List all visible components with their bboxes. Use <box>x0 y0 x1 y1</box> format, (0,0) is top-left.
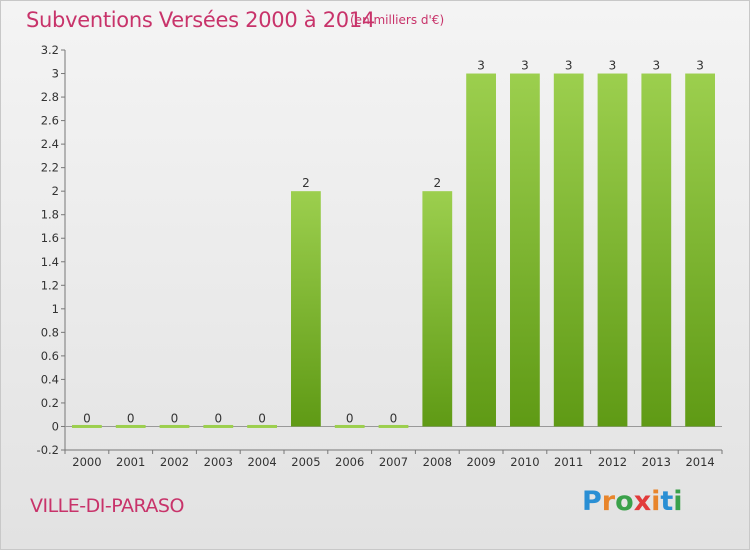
logo-letter: i <box>651 486 661 517</box>
x-tick-label: 2013 <box>642 455 671 469</box>
data-label: 0 <box>171 411 179 425</box>
y-tick-label: 0.2 <box>41 396 59 410</box>
proxiti-logo: Proxiti <box>582 486 683 517</box>
data-label: 2 <box>302 176 310 190</box>
data-label: 3 <box>565 59 573 73</box>
y-tick-label: 3.2 <box>41 43 59 57</box>
y-tick-label: 1.8 <box>41 208 59 222</box>
x-tick-label: 2007 <box>379 455 408 469</box>
data-label: 0 <box>127 411 135 425</box>
y-tick-label: 2.6 <box>41 114 59 128</box>
y-tick-label: 2.4 <box>41 137 59 151</box>
y-tick-label: 3 <box>52 67 59 81</box>
y-tick-label: 0.8 <box>41 325 59 339</box>
bar <box>641 73 672 427</box>
x-tick-label: 2009 <box>466 455 495 469</box>
y-tick-label: -0.2 <box>37 443 59 457</box>
bar <box>72 424 102 428</box>
bar <box>291 191 321 427</box>
data-label: 3 <box>477 59 485 73</box>
y-tick-label: 2 <box>52 184 59 198</box>
y-tick-label: 1.2 <box>41 278 59 292</box>
x-tick-label: 2011 <box>554 455 583 469</box>
logo-letter: o <box>615 486 634 517</box>
y-tick-label: 1.6 <box>41 231 59 245</box>
data-label: 3 <box>696 59 704 73</box>
bar <box>466 73 496 427</box>
bar <box>115 424 146 428</box>
logo-letter: P <box>582 486 602 517</box>
y-tick-label: 0.6 <box>41 349 59 363</box>
data-label: 2 <box>433 176 441 190</box>
x-tick-label: 2010 <box>510 455 539 469</box>
bar <box>510 73 540 427</box>
bar <box>553 73 584 427</box>
x-tick-label: 2001 <box>116 455 145 469</box>
y-tick-label: 0.4 <box>41 372 59 386</box>
bar <box>203 424 234 428</box>
x-tick-label: 2014 <box>685 455 714 469</box>
bar <box>685 73 715 427</box>
x-tick-label: 2004 <box>247 455 276 469</box>
logo-letter: x <box>633 486 652 517</box>
x-tick-label: 2003 <box>204 455 233 469</box>
bar <box>159 424 190 428</box>
x-tick-label: 2008 <box>423 455 452 469</box>
y-tick-label: 2.2 <box>41 161 59 175</box>
data-label: 0 <box>346 411 354 425</box>
data-label: 3 <box>652 59 660 73</box>
x-tick-label: 2002 <box>160 455 189 469</box>
x-tick-label: 2006 <box>335 455 364 469</box>
chart-title: Subventions Versées 2000 à 2014 <box>26 8 375 32</box>
unit-note: (en milliers d'€) <box>350 13 445 27</box>
bar <box>422 191 453 427</box>
y-tick-label: 0 <box>52 419 59 433</box>
data-label: 0 <box>258 411 266 425</box>
x-tick-label: 2005 <box>291 455 320 469</box>
bar <box>334 424 365 428</box>
x-tick-label: 2000 <box>72 455 101 469</box>
logo-letter: r <box>601 486 616 517</box>
y-tick-label: 1 <box>52 302 59 316</box>
data-label: 0 <box>390 411 398 425</box>
bar <box>247 424 277 428</box>
commune-name: VILLE-DI-PARASO <box>30 495 184 517</box>
data-label: 0 <box>83 411 91 425</box>
y-tick-label: 2.8 <box>41 90 59 104</box>
bar <box>597 73 628 427</box>
data-label: 3 <box>521 59 529 73</box>
bar <box>378 424 409 428</box>
data-label: 3 <box>609 59 617 73</box>
y-tick-label: 1.4 <box>41 255 59 269</box>
logo-letter: t <box>660 486 674 517</box>
data-label: 0 <box>214 411 222 425</box>
logo-letter: i <box>673 486 683 517</box>
x-tick-label: 2012 <box>598 455 627 469</box>
